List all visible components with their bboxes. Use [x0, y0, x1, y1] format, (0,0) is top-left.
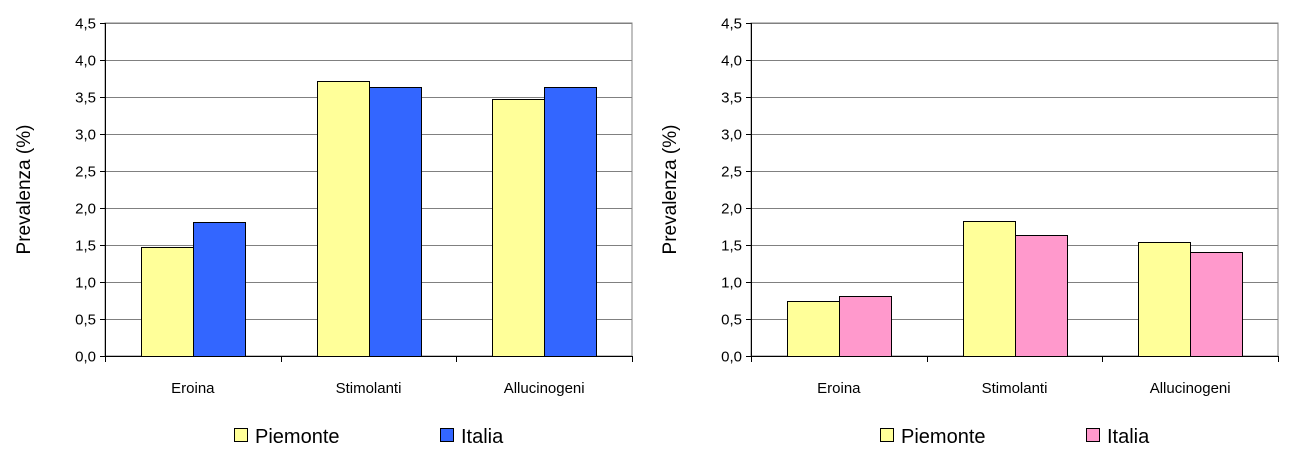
x-category-label: Eroina	[171, 380, 215, 397]
y-tick-label: 4,5	[721, 16, 742, 33]
bar-piemonte-stimolanti	[317, 81, 370, 357]
bar-piemonte-allucinogeni	[1138, 242, 1191, 357]
y-tick-label: 1,0	[721, 275, 742, 292]
y-tick-label: 3,5	[721, 90, 742, 107]
legend-swatch-piemonte	[234, 428, 248, 442]
legend-swatch-italia	[440, 428, 454, 442]
bar-italia-allucinogeni	[1190, 252, 1243, 357]
legend-label-italia: Italia	[1107, 426, 1150, 446]
y-tick-label: 2,0	[721, 201, 742, 218]
y-axis-title: Prevalenza (%)	[14, 125, 35, 255]
y-tick-label: 4,5	[75, 16, 96, 33]
y-tick-label: 3,0	[721, 127, 742, 144]
y-tick-label: 0,0	[75, 349, 96, 366]
legend-label-piemonte: Piemonte	[255, 426, 340, 446]
x-category-label: Eroina	[817, 380, 861, 397]
y-tick-label: 0,5	[721, 312, 742, 329]
bar-piemonte-allucinogeni	[492, 99, 545, 357]
x-category-label: Stimolanti	[336, 380, 402, 397]
x-category-label: Stimolanti	[982, 380, 1048, 397]
bar-italia-eroina	[193, 222, 246, 357]
y-tick-label: 1,0	[75, 275, 96, 292]
legend-label-piemonte: Piemonte	[901, 426, 986, 446]
bar-piemonte-eroina	[141, 247, 194, 357]
legend-swatch-italia	[1086, 428, 1100, 442]
bar-italia-allucinogeni	[544, 87, 597, 357]
bar-piemonte-stimolanti	[963, 221, 1016, 357]
chart-right-svg: 0,0 0,5 1,0 1,5 2,0 2,5 3,0 3,5 4,0 4,5 Eroina Stim…	[660, 16, 1279, 448]
y-tick-label: 1,5	[721, 238, 742, 255]
y-tick-label: 2,5	[721, 164, 742, 181]
y-tick-label: 4,0	[721, 53, 742, 70]
bar-italia-stimolanti	[1015, 235, 1068, 357]
bar-piemonte-eroina	[787, 301, 840, 357]
y-tick-label: 2,5	[75, 164, 96, 181]
x-category-label: Allucinogeni	[504, 380, 585, 397]
y-tick-label: 3,5	[75, 90, 96, 107]
y-tick-label: 0,5	[75, 312, 96, 329]
y-tick-label: 2,0	[75, 201, 96, 218]
chart-left-svg: 0,0 0,5 1,0 1,5 2,0 2,5 3,0 3,5 4,0 4,5 Eroina Stim…	[14, 16, 633, 448]
y-tick-label: 3,0	[75, 127, 96, 144]
legend-label-italia: Italia	[461, 426, 504, 446]
legend-swatch-piemonte	[880, 428, 894, 442]
x-category-label: Allucinogeni	[1150, 380, 1231, 397]
chart-left: 0,0 0,5 1,0 1,5 2,0 2,5 3,0 3,5 4,0 4,5 Eroina Stim…	[0, 0, 646, 451]
y-axis-title: Prevalenza (%)	[660, 125, 681, 255]
y-tick-label: 0,0	[721, 349, 742, 366]
bar-italia-eroina	[839, 296, 892, 357]
y-tick-label: 1,5	[75, 238, 96, 255]
bar-italia-stimolanti	[369, 87, 422, 357]
chart-right: 0,0 0,5 1,0 1,5 2,0 2,5 3,0 3,5 4,0 4,5 Eroina Stim…	[646, 0, 1292, 451]
y-tick-label: 4,0	[75, 53, 96, 70]
